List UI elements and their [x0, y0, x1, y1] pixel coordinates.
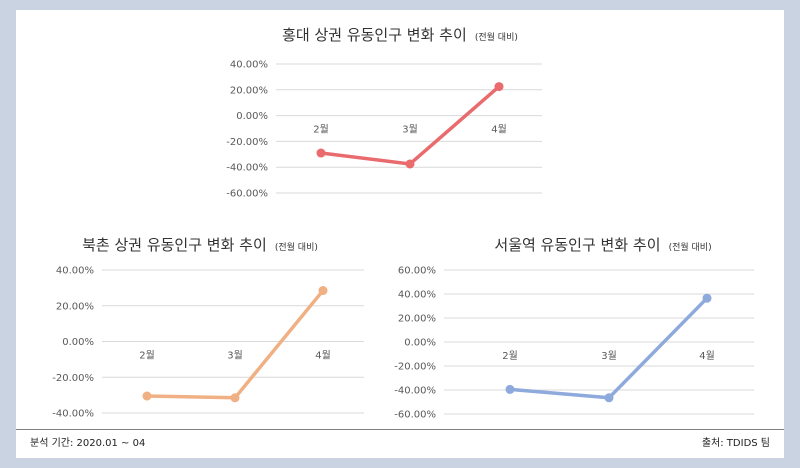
data-point	[230, 393, 240, 403]
y-tick-label: 20.00%	[230, 85, 268, 96]
x-category-label: 4월	[491, 124, 507, 136]
data-point	[505, 384, 515, 394]
x-category-label: 3월	[402, 124, 418, 136]
x-category-label: 4월	[699, 350, 715, 362]
x-category-label: 4월	[315, 350, 331, 362]
x-category-label: 3월	[601, 350, 617, 362]
analysis-period: 분석 기간: 2020.01 ~ 04	[30, 438, 146, 449]
footer-divider	[16, 429, 784, 430]
y-tick-label: 60.00%	[398, 266, 436, 277]
y-tick-label: 40.00%	[56, 266, 94, 277]
y-tick-label: -20.00%	[226, 137, 268, 148]
y-tick-label: -40.00%	[52, 409, 94, 420]
y-tick-label: -60.00%	[226, 189, 268, 200]
x-category-label: 2월	[139, 350, 155, 362]
data-point	[318, 286, 328, 296]
chart-hongdae: 홍대 상권 유동인구 변화 추이 (전월 대비) 40.00% 20.00% 0.0…	[226, 25, 542, 200]
chart-title: 북촌 상권 유동인구 변화 추이 (전월 대비)	[82, 235, 318, 254]
x-category-label: 2월	[313, 124, 329, 136]
data-point	[604, 393, 614, 403]
y-tick-label: 0.00%	[62, 337, 94, 348]
y-tick-label: -20.00%	[394, 362, 436, 373]
chart-title-sub: (전월 대비)	[669, 241, 712, 253]
chart-seoul-station: 서울역 유동인구 변화 추이 (전월 대비) 60.00% 40.00% 20.00…	[394, 235, 754, 421]
x-category-label: 3월	[227, 350, 243, 362]
y-tick-label: 0.00%	[404, 338, 436, 349]
data-point	[142, 391, 152, 401]
x-category-label: 2월	[502, 350, 518, 362]
data-point	[405, 159, 415, 169]
chart-title: 서울역 유동인구 변화 추이 (전월 대비)	[494, 235, 711, 254]
y-tick-label: -40.00%	[394, 386, 436, 397]
chart-title-main: 홍대 상권 유동인구 변화 추이	[282, 26, 467, 44]
y-tick-label: -40.00%	[226, 163, 268, 174]
y-tick-label: 0.00%	[236, 111, 268, 122]
y-tick-label: -60.00%	[394, 410, 436, 421]
chart-title-main: 북촌 상권 유동인구 변화 추이	[82, 236, 267, 254]
y-tick-label: 20.00%	[56, 301, 94, 312]
y-tick-label: -20.00%	[52, 373, 94, 384]
data-point	[494, 82, 504, 92]
chart-card	[16, 10, 784, 458]
data-source: 출처: TDIDS 팀	[701, 438, 770, 449]
chart-bukchon: 북촌 상권 유동인구 변화 추이 (전월 대비) 40.00% 20.00% 0.0…	[52, 235, 364, 420]
chart-title-sub: (전월 대비)	[475, 31, 518, 43]
series-line	[145, 288, 325, 400]
y-tick-label: 40.00%	[398, 290, 436, 301]
data-point	[316, 148, 326, 158]
chart-title: 홍대 상권 유동인구 변화 추이 (전월 대비)	[282, 25, 518, 44]
y-tick-label: 40.00%	[230, 60, 268, 71]
chart-title-main: 서울역 유동인구 변화 추이	[494, 236, 660, 254]
y-tick-label: 20.00%	[398, 314, 436, 325]
data-point	[702, 293, 712, 303]
chart-title-sub: (전월 대비)	[275, 241, 318, 253]
series-line	[508, 296, 709, 400]
